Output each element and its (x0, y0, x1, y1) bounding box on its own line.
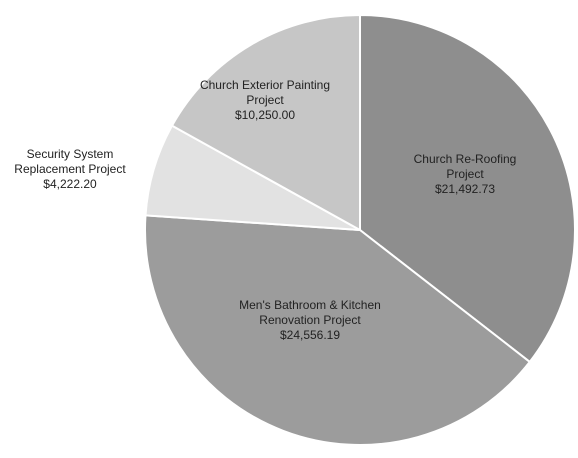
pie-slice (359, 13, 576, 364)
slice-label: Men's Bathroom & Kitchen Renovation Proj… (235, 298, 385, 343)
pie-slice (170, 13, 361, 232)
slice-label: Church Re-Roofing Project $21,492.73 (400, 152, 530, 197)
value-label: $24,556.19 (279, 328, 341, 342)
value-label: $10,250.00 (234, 108, 296, 122)
category-name: Security System Replacement Project (14, 147, 126, 176)
category-name: Church Re-Roofing Project (413, 152, 517, 181)
slice-label: Security System Replacement Project $4,22… (0, 147, 140, 192)
pie-slice (144, 214, 532, 446)
category-name: Men's Bathroom & Kitchen Renovation Proj… (239, 298, 381, 327)
value-label: $21,492.73 (434, 182, 496, 196)
category-name: Church Exterior Painting Project (199, 78, 331, 107)
value-label: $4,222.20 (43, 177, 97, 191)
slice-label: Church Exterior Painting Project $10,250.… (180, 78, 350, 123)
